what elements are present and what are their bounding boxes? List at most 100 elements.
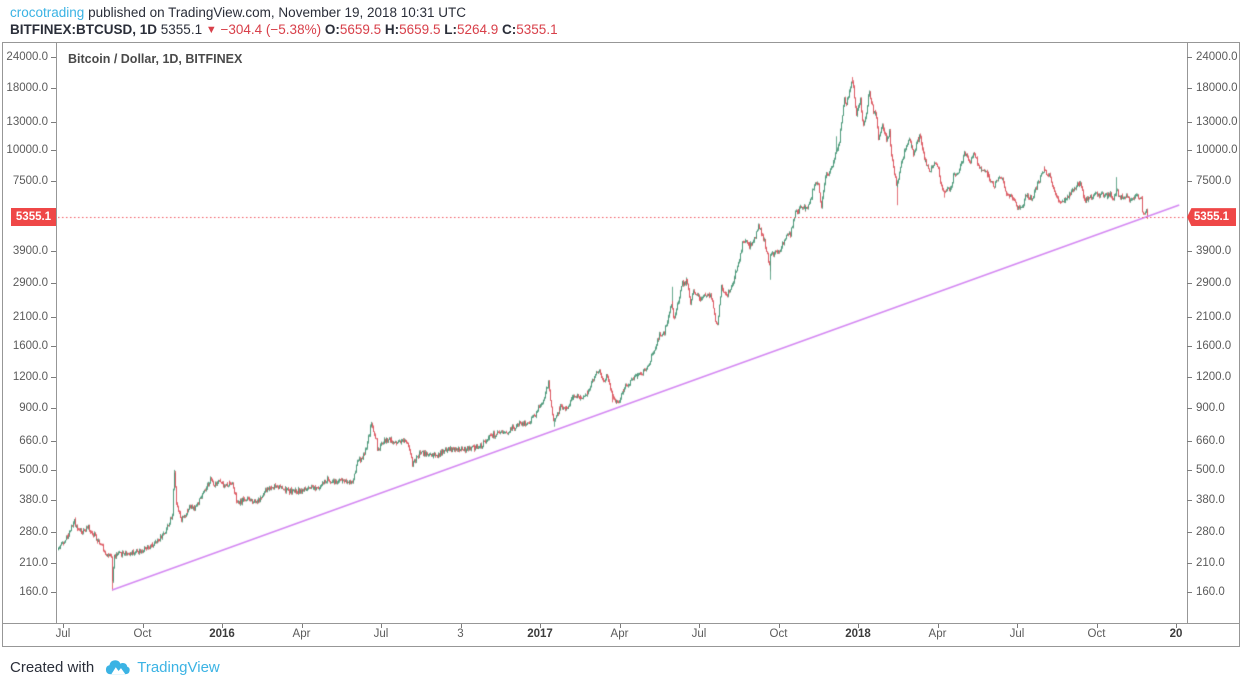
change-text: −304.4 (−5.38%) bbox=[220, 22, 322, 37]
y-axis-tick-label: 1600.0 bbox=[1196, 340, 1232, 353]
high-label: H: bbox=[384, 22, 400, 37]
x-axis-tick-label: Oct bbox=[133, 628, 152, 640]
chart-widget: 24000.0 18000.0 13000.0 10000.0 7500.0 3900.0… bbox=[2, 42, 1240, 647]
down-triangle-icon: ▼ bbox=[205, 24, 217, 36]
y-axis-tick-mark bbox=[1187, 251, 1192, 252]
y-axis-tick-label: 660.0 bbox=[19, 434, 48, 447]
symbol-name: BITFINEX:BTCUSD, 1D bbox=[10, 22, 158, 37]
y-axis-tick-mark bbox=[1187, 87, 1192, 89]
y-axis-tick-mark bbox=[51, 181, 56, 183]
price-axis-left[interactable]: 24000.0 18000.0 13000.0 10000.0 7500.0 3900.0… bbox=[3, 43, 56, 623]
x-axis-tick-label: 2018 bbox=[845, 628, 871, 640]
y-axis-tick-mark bbox=[51, 499, 56, 501]
y-axis-tick-mark bbox=[51, 592, 56, 593]
symbol-ohlc-bar: BITFINEX:BTCUSD, 1D 5355.1 ▼ −304.4 (−5.… bbox=[10, 22, 558, 37]
y-axis-tick-mark bbox=[1187, 592, 1192, 593]
y-axis-tick-label: 900.0 bbox=[19, 401, 48, 414]
y-axis-tick-mark bbox=[1187, 440, 1192, 442]
y-axis-tick-label: 2100.0 bbox=[1196, 311, 1232, 324]
x-axis-tick-mark bbox=[937, 624, 939, 628]
attribution-footer: Created with TradingView bbox=[10, 655, 220, 679]
y-axis-tick-mark bbox=[51, 407, 56, 409]
y-axis-tick-label: 660.0 bbox=[1196, 434, 1225, 447]
x-axis-tick-label: 3 bbox=[457, 628, 464, 640]
tradingview-link[interactable]: TradingView bbox=[137, 658, 220, 676]
close-label: C: bbox=[502, 22, 517, 37]
y-axis-tick-mark bbox=[1187, 499, 1192, 501]
y-axis-tick-mark bbox=[51, 251, 56, 252]
y-axis-tick-label: 10000.0 bbox=[1196, 144, 1238, 157]
candlestick-canvas[interactable] bbox=[58, 43, 1186, 622]
open-label: O: bbox=[324, 22, 340, 37]
y-axis-tick-label: 160.0 bbox=[1196, 586, 1225, 598]
y-axis-tick-mark bbox=[51, 376, 56, 378]
created-with-text: Created with bbox=[10, 658, 95, 676]
x-axis-tick-mark bbox=[540, 624, 541, 628]
y-axis-tick-label: 18000.0 bbox=[1196, 81, 1238, 94]
y-axis-tick-label: 24000.0 bbox=[6, 51, 48, 63]
x-axis-tick-mark bbox=[858, 624, 859, 628]
y-axis-tick-mark bbox=[51, 470, 56, 472]
x-axis-tick-label: Jul bbox=[691, 628, 707, 640]
y-axis-tick-mark bbox=[1187, 282, 1192, 284]
y-axis-tick-mark bbox=[51, 562, 56, 564]
y-axis-tick-label: 3900.0 bbox=[1196, 245, 1232, 257]
y-axis-tick-mark bbox=[51, 150, 56, 152]
price-axis-right[interactable]: 24000.0 18000.0 13000.0 10000.0 7500.0 3900.0… bbox=[1187, 43, 1239, 623]
x-axis-tick-label: Apr bbox=[610, 628, 629, 640]
x-axis-tick-label: 20 bbox=[1169, 628, 1183, 640]
x-axis-tick-label: Jul bbox=[373, 628, 389, 640]
author-link[interactable]: crocotrading bbox=[10, 5, 85, 20]
y-axis-tick-label: 1200.0 bbox=[12, 370, 48, 383]
x-axis-tick-mark bbox=[381, 624, 382, 628]
y-axis-tick-label: 3900.0 bbox=[12, 245, 48, 257]
y-axis-tick-mark bbox=[1187, 470, 1192, 472]
y-axis-tick-label: 13000.0 bbox=[1196, 116, 1238, 129]
y-axis-tick-mark bbox=[1187, 532, 1192, 534]
y-axis-tick-mark bbox=[51, 532, 56, 534]
y-axis-tick-mark bbox=[1187, 317, 1192, 319]
x-axis-tick-label: Oct bbox=[769, 628, 788, 640]
y-axis-tick-label: 2900.0 bbox=[1196, 276, 1232, 289]
y-axis-tick-label: 380.0 bbox=[19, 493, 48, 506]
chart-legend-title: Bitcoin / Dollar, 1D, BITFINEX bbox=[68, 52, 243, 66]
y-axis-tick-mark bbox=[51, 87, 56, 89]
y-axis-tick-mark bbox=[1187, 562, 1192, 564]
y-axis-tick-label: 380.0 bbox=[1196, 493, 1225, 506]
publish-info: crocotrading published on TradingView.co… bbox=[10, 5, 466, 20]
low-label: L: bbox=[444, 22, 457, 37]
y-axis-tick-label: 24000.0 bbox=[1196, 51, 1238, 63]
y-axis-tick-mark bbox=[1187, 57, 1192, 58]
y-axis-tick-label: 160.0 bbox=[19, 586, 48, 598]
y-axis-tick-mark bbox=[51, 346, 56, 348]
last-price-tag-left: 5355.1 bbox=[11, 208, 56, 227]
y-axis-tick-mark bbox=[51, 282, 56, 284]
time-axis[interactable]: Jul Oct 2016 Apr Jul 3 2017 Apr Jul Oct 2018 Apr Jul… bbox=[3, 623, 1239, 646]
x-axis-tick-label: Apr bbox=[292, 628, 311, 640]
chart-plot-area[interactable]: Bitcoin / Dollar, 1D, BITFINEX bbox=[56, 43, 1188, 624]
y-axis-tick-mark bbox=[1187, 122, 1192, 124]
y-axis-tick-mark bbox=[1187, 376, 1192, 378]
y-axis-tick-mark bbox=[51, 122, 56, 124]
y-axis-tick-label: 1200.0 bbox=[1196, 370, 1232, 383]
y-axis-tick-mark bbox=[1187, 407, 1192, 409]
y-axis-tick-label: 7500.0 bbox=[12, 175, 48, 188]
y-axis-tick-label: 18000.0 bbox=[6, 81, 48, 94]
y-axis-tick-mark bbox=[1187, 181, 1192, 183]
y-axis-tick-mark bbox=[1187, 346, 1192, 348]
y-axis-tick-mark bbox=[51, 317, 56, 319]
published-text: published on TradingView.com, November 1… bbox=[88, 5, 467, 20]
x-axis-tick-label: 2017 bbox=[527, 628, 553, 640]
last-price-text: 5355.1 bbox=[160, 22, 203, 37]
x-axis-tick-mark bbox=[1017, 624, 1018, 628]
low-value: 5264.9 bbox=[456, 22, 499, 37]
x-axis-tick-mark bbox=[63, 624, 64, 628]
x-axis-tick-mark bbox=[699, 624, 700, 628]
y-axis-tick-label: 280.0 bbox=[19, 526, 48, 539]
y-axis-tick-label: 2100.0 bbox=[12, 311, 48, 324]
y-axis-tick-label: 1600.0 bbox=[12, 340, 48, 353]
y-axis-tick-label: 7500.0 bbox=[1196, 175, 1232, 188]
y-axis-tick-label: 210.0 bbox=[1196, 556, 1225, 569]
high-value: 5659.5 bbox=[399, 22, 441, 37]
